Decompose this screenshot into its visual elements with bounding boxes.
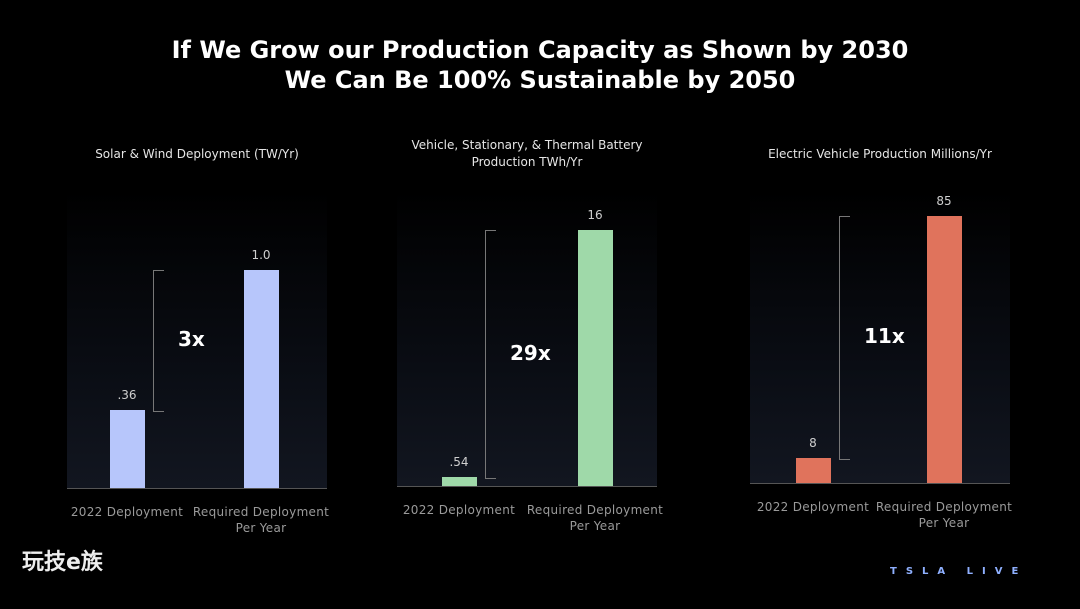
chart-panel — [397, 190, 657, 486]
annotation: 29x — [510, 340, 551, 365]
value-label: 16 — [587, 208, 603, 222]
bar — [243, 270, 279, 488]
bracket — [153, 270, 164, 412]
chart-title: Solar & Wind Deployment (TW/Yr) — [95, 147, 299, 161]
annotation: 3x — [178, 326, 205, 351]
slide-title: We Can Be 100% Sustainable by 2050 — [284, 66, 796, 94]
chart-title: Electric Vehicle Production Millions/Yr — [768, 147, 992, 161]
baseline — [750, 483, 1010, 484]
value-label: .54 — [449, 455, 469, 470]
category-label: 2022 Deployment — [70, 505, 184, 519]
bar — [926, 216, 962, 483]
bar — [109, 409, 145, 488]
category-label: Required Deployment Per Year — [192, 505, 330, 535]
value-label: 1.0 — [251, 248, 271, 262]
bracket — [839, 216, 850, 460]
watermark: 玩技e族 — [22, 550, 103, 575]
value-label: 8 — [809, 435, 817, 450]
baseline — [397, 486, 657, 487]
value-label: 85 — [936, 194, 952, 208]
baseline — [67, 488, 327, 489]
bar — [441, 477, 477, 486]
slide-title: If We Grow our Production Capacity as Sh… — [171, 36, 909, 64]
bar — [795, 457, 831, 483]
bracket — [485, 230, 496, 480]
category-label: Required Deployment Per Year — [875, 500, 1013, 530]
chart-panel — [750, 190, 1010, 483]
chart-title: Vehicle, Stationary, & Thermal Battery P… — [411, 138, 643, 169]
logo: TSLA LIVE — [890, 566, 1028, 577]
category-label: Required Deployment Per Year — [526, 503, 664, 533]
bar — [577, 230, 613, 486]
category-label: 2022 Deployment — [756, 500, 870, 514]
value-label: .36 — [117, 387, 137, 402]
annotation: 11x — [864, 323, 905, 348]
category-label: 2022 Deployment — [402, 503, 516, 517]
